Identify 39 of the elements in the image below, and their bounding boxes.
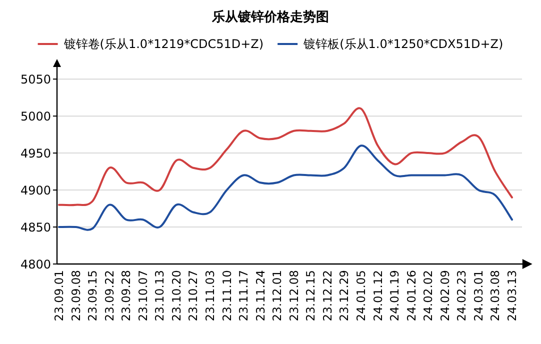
x-tick-label: 24.03.13	[505, 270, 519, 322]
y-tick-label: 4850	[20, 220, 51, 235]
x-tick-label: 24.01.05	[354, 270, 368, 322]
x-tick-label: 23.10.27	[186, 270, 200, 322]
x-tick-label: 24.03.01	[471, 270, 486, 322]
y-tick-label: 4800	[20, 258, 51, 272]
x-tick-label: 24.01.19	[388, 270, 402, 322]
x-tick-label: 23.11.03	[203, 270, 217, 322]
x-tick-label: 23.10.13	[152, 270, 167, 322]
x-tick-label: 24.01.12	[370, 270, 385, 322]
line-series	[58, 144, 513, 231]
x-tick-label: 23.12.15	[304, 270, 318, 322]
x-tick-label: 23.09.15	[86, 270, 100, 322]
y-tick-label: 5050	[20, 72, 51, 87]
x-tick-label: 24.03.08	[488, 270, 502, 322]
x-tick-label: 23.10.20	[169, 270, 184, 322]
y-tick-label: 4950	[20, 146, 51, 161]
x-tick-label: 23.12.29	[337, 270, 352, 322]
x-tick-label: 23.09.01	[52, 270, 66, 322]
x-tick-label: 23.09.22	[102, 270, 116, 322]
y-tick-label: 4900	[20, 184, 51, 198]
x-tick-label: 24.02.02	[421, 270, 436, 322]
y-tick-label: 5000	[20, 110, 51, 124]
x-tick-label: 24.02.23	[454, 270, 469, 322]
line-series	[58, 107, 513, 206]
x-tick-label: 23.11.24	[253, 270, 268, 322]
x-tick-label: 24.02.09	[438, 270, 452, 322]
x-tick-label: 23.10.07	[136, 270, 150, 322]
x-tick-label: 23.12.01	[270, 270, 284, 322]
chart-title: 乐从镀锌价格走势图	[211, 9, 329, 25]
x-tick-label: 23.11.10	[220, 270, 234, 322]
x-tick-label: 24.01.26	[404, 270, 418, 322]
legend-label: 镀锌板(乐从1.0*1250*CDX51D+Z)	[302, 37, 504, 51]
x-tick-label: 23.11.17	[236, 270, 251, 322]
x-tick-label: 23.09.08	[68, 270, 83, 322]
x-tick-label: 23.12.08	[286, 270, 301, 322]
legend-label: 镀锌卷(乐从1.0*1219*CDC51D+Z)	[62, 37, 264, 51]
x-tick-label: 23.09.28	[119, 270, 134, 322]
x-tick-label: 23.12.22	[320, 270, 334, 322]
